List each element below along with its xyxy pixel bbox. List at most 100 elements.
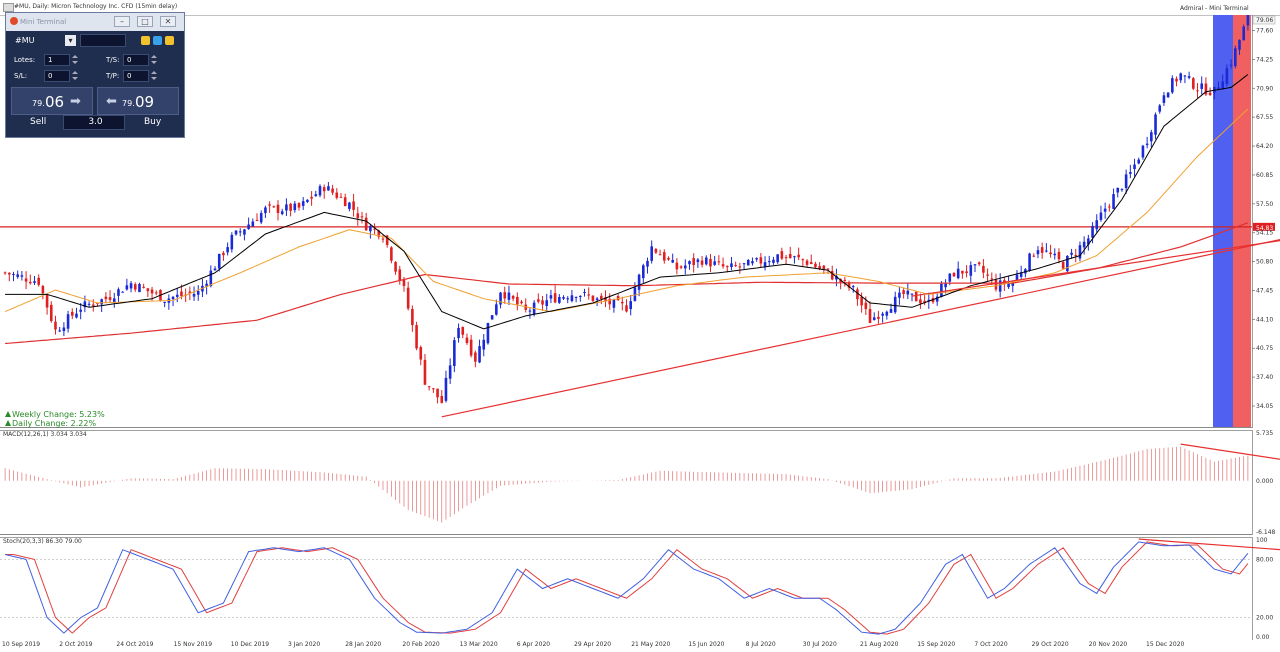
price-tick-label: 47.45 [1256, 287, 1273, 294]
candle-body [322, 187, 326, 192]
candle-body [1234, 48, 1237, 67]
sl-stepper[interactable] [72, 70, 78, 81]
candle-body [516, 296, 519, 305]
candle-body [117, 289, 120, 296]
price-chart[interactable]: 54.83 77.60 74.25 70.90 67.55 64.20 60.85 57.50… [0, 0, 1280, 428]
candle-body [830, 271, 834, 280]
mini-terminal-titlebar[interactable]: Mini Terminal – □ ✕ [6, 13, 184, 31]
candle-body [1183, 75, 1187, 77]
candle-body [604, 297, 607, 302]
candle-body [1028, 253, 1031, 271]
candle-body [893, 296, 897, 313]
candle-body [1112, 194, 1115, 209]
candle-body [1124, 174, 1128, 189]
stoch-chart[interactable]: 100 80.00 20.00 0.00 [0, 537, 1280, 640]
candle-body [1137, 159, 1141, 164]
tp-stepper[interactable] [151, 70, 157, 81]
candle-body [16, 274, 19, 277]
candle-body [100, 299, 103, 305]
price-chart-pane[interactable]: 54.83 77.60 74.25 70.90 67.55 64.20 60.85 57.50… [0, 0, 1280, 428]
chart-menu-icon[interactable] [3, 3, 14, 12]
candle-body [75, 313, 78, 318]
ts-stepper[interactable] [151, 54, 157, 65]
mini-terminal-window[interactable]: Mini Terminal – □ ✕ #MU ▾ Lotes: 1 S/L: … [5, 12, 185, 138]
candle-body [725, 266, 729, 268]
candle-body [864, 302, 868, 310]
symbol-select[interactable]: #MU ▾ [12, 34, 76, 48]
macd-chart[interactable]: 5.735 0.000 -6.148 [0, 430, 1280, 535]
candle-body [1242, 26, 1246, 41]
candle-body [474, 352, 477, 362]
candle-body [406, 287, 410, 309]
buy-button[interactable]: Buy [144, 117, 162, 127]
chart-header: #MU, Daily: Micron Technology Inc. CFD (… [0, 0, 1280, 15]
candle-body [398, 269, 402, 281]
candle-body [276, 204, 280, 214]
sl-input[interactable]: 0 [44, 70, 70, 82]
lots-input[interactable]: 1 [44, 54, 70, 66]
candle-body [280, 211, 284, 215]
candle-body [7, 272, 11, 275]
stoch-signal-line [5, 541, 1249, 635]
candle-body [621, 301, 624, 304]
candle-body [998, 280, 1002, 292]
candle-body [385, 235, 389, 245]
candle-body [343, 197, 347, 207]
ts-input[interactable]: 0 [123, 54, 149, 66]
minimize-button[interactable]: – [114, 16, 130, 27]
copy-icon[interactable] [141, 36, 150, 45]
candle-body [289, 203, 292, 211]
candle-body [679, 266, 683, 268]
candle-body [1053, 253, 1057, 256]
macd-top-border [0, 430, 1252, 431]
candle-body [646, 260, 649, 267]
buy-price-button[interactable]: ⬅ 79. 09 [97, 87, 179, 115]
candle-body [83, 301, 87, 308]
candle-body [919, 299, 922, 304]
symbol-value: #MU [15, 36, 35, 45]
candle-body [1095, 220, 1099, 230]
date-tick-label: 29 Apr 2020 [574, 641, 612, 648]
date-tick-label: 2 Oct 2019 [59, 641, 93, 648]
candle-body [507, 292, 511, 300]
candle-body [608, 298, 612, 305]
lots-stepper[interactable] [72, 54, 78, 65]
tp-input[interactable]: 0 [123, 70, 149, 82]
chevron-down-icon[interactable]: ▾ [65, 35, 76, 46]
candle-body [79, 309, 82, 312]
candle-body [264, 207, 267, 214]
candle-body [1032, 255, 1036, 257]
daily-change-text: Daily Change: 2.22% [12, 419, 97, 428]
candle-body [1129, 172, 1132, 174]
candle-body [1208, 92, 1212, 96]
close-button[interactable]: ✕ [160, 16, 176, 27]
macd-pane[interactable]: 5.735 0.000 -6.148 MACD(12,26,1) 3.034 3.0… [0, 430, 1280, 535]
maximize-button[interactable]: □ [137, 16, 153, 27]
candle-body [415, 325, 418, 349]
weekly-change-text: Weekly Change: 5.23% [12, 410, 105, 419]
orders-icon[interactable] [165, 36, 174, 45]
date-tick-label: 15 Nov 2019 [173, 641, 213, 648]
date-tick-label: 13 Mar 2020 [459, 641, 498, 648]
candle-body [969, 265, 973, 276]
daily-change: Daily Change: 2.22% [5, 419, 96, 428]
sell-button[interactable]: Sell [30, 117, 47, 127]
candle-body [335, 192, 339, 198]
candle-body [851, 286, 855, 288]
candle-body [310, 196, 313, 199]
candle-body [1171, 78, 1174, 93]
stoch-pane[interactable]: 100 80.00 20.00 0.00 Stoch(20,3,3) 86.30 79… [0, 537, 1280, 640]
price-tick-label: 57.50 [1256, 201, 1273, 208]
candle-body [1066, 255, 1069, 272]
candle-body [478, 346, 481, 363]
sell-price-button[interactable]: 79. 06 ➡ [11, 87, 93, 115]
candle-body [940, 283, 943, 297]
candle-body [104, 296, 108, 300]
lots-label: Lotes: [14, 56, 36, 64]
candle-body [297, 203, 301, 208]
candle-body [780, 251, 784, 259]
candle-body [461, 327, 465, 335]
settings-icon[interactable] [153, 36, 162, 45]
stoch-label: Stoch(20,3,3) 86.30 79.00 [3, 538, 82, 545]
candle-body [671, 260, 674, 263]
